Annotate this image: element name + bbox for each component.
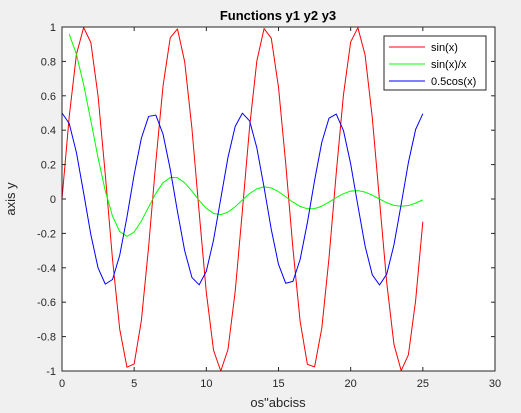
y-tick-label: 0.6 bbox=[41, 91, 56, 103]
legend-label-cos: 0.5cos(x) bbox=[431, 76, 476, 88]
x-tick-label: 15 bbox=[272, 378, 284, 390]
y-tick-label: -0.2 bbox=[37, 228, 56, 240]
y-tick-label: 0.8 bbox=[41, 56, 56, 68]
y-tick-label: 0 bbox=[50, 194, 56, 206]
y-tick-label: 0.4 bbox=[41, 125, 56, 137]
series-line-sin bbox=[61, 27, 424, 372]
x-tick-label: 5 bbox=[131, 378, 137, 390]
ticks-layer: 0 5 10 15 20 25 30 -1 -0.8 -0.6 -0.4 -0.2 0 0.2 0.4 0.6… bbox=[37, 22, 501, 390]
y-tick-label: 1 bbox=[50, 22, 56, 34]
chart-title: Functions y1 y2 y3 bbox=[220, 8, 336, 23]
x-tick-label: 0 bbox=[59, 378, 65, 390]
x-tick-label: 25 bbox=[417, 378, 429, 390]
legend-label-sin: sin(x) bbox=[431, 42, 458, 54]
x-tick-label: 10 bbox=[200, 378, 212, 390]
y-axis-label: axis y bbox=[3, 182, 18, 216]
series-layer bbox=[61, 27, 424, 372]
y-tick-label: -0.8 bbox=[37, 332, 56, 344]
y-tick-label: -0.6 bbox=[37, 297, 56, 309]
y-tick-label: -0.4 bbox=[37, 263, 56, 275]
y-tick-label: 0.2 bbox=[41, 160, 56, 172]
x-tick-label: 30 bbox=[489, 378, 501, 390]
legend-label-sinc: sin(x)/x bbox=[431, 59, 467, 71]
series-line-sinc bbox=[68, 33, 424, 237]
x-axis-label: os"abciss bbox=[250, 395, 306, 410]
legend-box bbox=[383, 35, 487, 91]
x-tick-label: 20 bbox=[345, 378, 357, 390]
legend: sin(x) sin(x)/x 0.5cos(x) bbox=[383, 35, 487, 91]
series-line-cos bbox=[61, 112, 424, 286]
y-tick-label: -1 bbox=[46, 366, 56, 378]
